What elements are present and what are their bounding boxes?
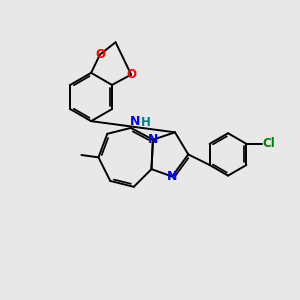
Text: Cl: Cl — [263, 137, 275, 150]
Text: H: H — [141, 116, 151, 129]
Text: O: O — [95, 48, 105, 61]
Text: O: O — [126, 68, 136, 81]
Text: N: N — [167, 170, 177, 183]
Text: N: N — [148, 133, 158, 146]
Text: N: N — [130, 115, 140, 128]
